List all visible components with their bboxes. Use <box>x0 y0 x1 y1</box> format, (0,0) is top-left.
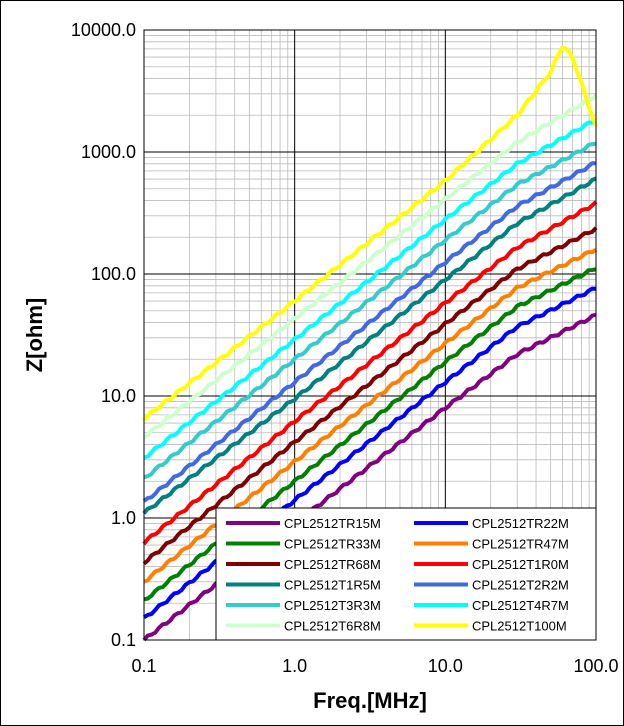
legend-label: CPL2512T1R5M <box>284 578 381 593</box>
x-axis-title: Freq.[MHz] <box>313 688 427 713</box>
series-line <box>142 200 598 546</box>
series-line <box>143 118 598 460</box>
y-axis-ticks: 0.1 1.0 10.0 100.0 1000.0 10000.0 <box>71 20 136 650</box>
y-tick-label: 100.0 <box>91 264 136 284</box>
x-tick-label: 10.0 <box>428 656 463 676</box>
series-line <box>142 93 598 440</box>
y-tick-label: 10.0 <box>101 386 136 406</box>
series-line <box>142 226 598 566</box>
x-axis-ticks: 0.1 1.0 10.0 100.0 <box>131 656 618 676</box>
legend-label: CPL2512TR47M <box>472 537 569 552</box>
legend-label: CPL2512T3R3M <box>284 598 381 613</box>
legend-label: CPL2512TR33M <box>284 537 381 552</box>
y-tick-label: 1000.0 <box>81 142 136 162</box>
legend-label: CPL2512T6R8M <box>284 619 381 634</box>
y-tick-label: 0.1 <box>111 630 136 650</box>
series-line <box>142 176 597 515</box>
y-axis-title: Z[ohm] <box>22 298 47 373</box>
series-line <box>142 161 596 503</box>
legend-label: CPL2512T100M <box>472 619 567 634</box>
y-tick-label: 1.0 <box>111 508 136 528</box>
y-tick-label: 10000.0 <box>71 20 136 40</box>
series-line <box>142 45 598 422</box>
series-line <box>143 141 597 480</box>
legend: CPL2512TR15M CPL2512TR22M CPL2512TR33M CPL2… <box>215 507 597 641</box>
legend-box <box>215 507 597 641</box>
x-tick-label: 0.1 <box>131 656 156 676</box>
legend-label: CPL2512TR22M <box>472 516 569 531</box>
legend-label: CPL2512T2R2M <box>472 578 569 593</box>
legend-label: CPL2512TR15M <box>284 516 381 531</box>
legend-label: CPL2512T4R7M <box>472 598 569 613</box>
legend-label: CPL2512T1R0M <box>472 557 569 572</box>
x-tick-label: 100.0 <box>573 656 618 676</box>
x-tick-label: 1.0 <box>282 656 307 676</box>
legend-label: CPL2512TR68M <box>284 557 381 572</box>
